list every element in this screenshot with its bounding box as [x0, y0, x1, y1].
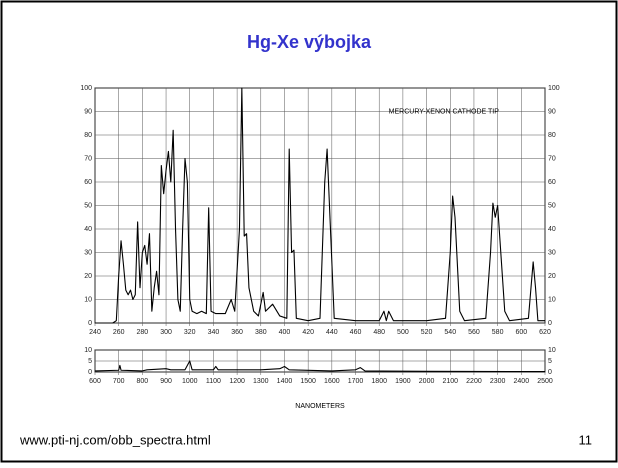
y-tick-label: 70: [548, 155, 556, 162]
y-tick-label: 90: [548, 108, 556, 115]
x-tick-label: 800: [137, 378, 149, 385]
x-tick-label: 580: [492, 329, 504, 336]
spectrum-line: [94, 360, 546, 373]
y-tick-label: 60: [548, 179, 556, 186]
y-tick-label: 10: [548, 347, 556, 354]
y-tick-label: 60: [84, 179, 92, 186]
x-tick-label: 2300: [490, 378, 506, 385]
x-tick-label: 1000: [182, 378, 198, 385]
y-tick-label: 5: [548, 358, 552, 365]
x-tick-label: 600: [515, 329, 527, 336]
y-tick-label: 20: [548, 273, 556, 280]
x-tick-label: 380: [255, 329, 267, 336]
y-tick-label: 20: [84, 273, 92, 280]
y-tick-label: 50: [548, 202, 556, 209]
x-tick-label: 1700: [348, 378, 364, 385]
y-tick-label: 0: [88, 369, 92, 376]
x-tick-label: 260: [113, 329, 125, 336]
x-tick-label: 240: [89, 329, 101, 336]
y-tick-label: 30: [548, 249, 556, 256]
y-tick-label: 80: [84, 132, 92, 139]
x-tick-label: 620: [539, 329, 551, 336]
x-tick-label: 420: [302, 329, 314, 336]
y-tick-label: 90: [84, 108, 92, 115]
x-tick-label: 320: [184, 329, 196, 336]
y-tick-label: 80: [548, 132, 556, 139]
x-tick-label: 2000: [419, 378, 435, 385]
y-tick-label: 30: [84, 249, 92, 256]
x-tick-label: 2400: [514, 378, 530, 385]
x-tick-label: 280: [137, 329, 149, 336]
annotation: MERCURY-XENON CATHODE TIP: [389, 108, 500, 115]
x-tick-label: 1300: [253, 378, 269, 385]
footer-url: www.pti-nj.com/obb_spectra.html: [19, 432, 211, 447]
slide-title: Hg-Xe výbojka: [247, 32, 372, 52]
y-tick-label: 100: [80, 85, 92, 92]
y-tick-label: 10: [84, 296, 92, 303]
x-tick-label: 360: [231, 329, 243, 336]
x-tick-label: 1100: [206, 378, 221, 385]
x-tick-label: 1800: [371, 378, 387, 385]
x-tick-label: 1900: [395, 378, 411, 385]
x-tick-label: 1400: [277, 378, 293, 385]
y-tick-label: 70: [84, 155, 92, 162]
x-tick-label: 1200: [229, 378, 245, 385]
x-axis-label: NANOMETERS: [295, 403, 345, 410]
x-tick-label: 520: [421, 329, 433, 336]
x-tick-label: 500: [397, 329, 409, 336]
x-tick-label: 2100: [442, 378, 458, 385]
x-tick-label: 440: [326, 329, 338, 336]
x-tick-label: 340: [208, 329, 220, 336]
y-tick-label: 10: [548, 296, 556, 303]
x-tick-label: 1600: [324, 378, 340, 385]
y-tick-label: 5: [88, 358, 92, 365]
x-tick-label: 400: [279, 329, 291, 336]
x-tick-label: 300: [160, 329, 172, 336]
x-tick-label: 2200: [466, 378, 482, 385]
y-tick-label: 0: [548, 320, 552, 327]
x-tick-label: 600: [89, 378, 101, 385]
y-tick-label: 40: [548, 226, 556, 233]
x-tick-label: 700: [113, 378, 125, 385]
y-tick-label: 50: [84, 202, 92, 209]
y-tick-label: 10: [84, 347, 92, 354]
x-tick-label: 460: [350, 329, 362, 336]
y-tick-label: 100: [548, 85, 560, 92]
x-tick-label: 560: [468, 329, 480, 336]
x-tick-label: 540: [444, 329, 456, 336]
x-tick-label: 480: [373, 329, 385, 336]
y-tick-label: 0: [88, 320, 92, 327]
spectrum-line: [95, 87, 545, 324]
y-tick-label: 40: [84, 226, 92, 233]
x-tick-label: 1500: [300, 378, 316, 385]
x-tick-label: 900: [160, 378, 172, 385]
x-tick-label: 2500: [537, 378, 553, 385]
y-tick-label: 0: [548, 369, 552, 376]
page-number: 11: [579, 432, 593, 447]
